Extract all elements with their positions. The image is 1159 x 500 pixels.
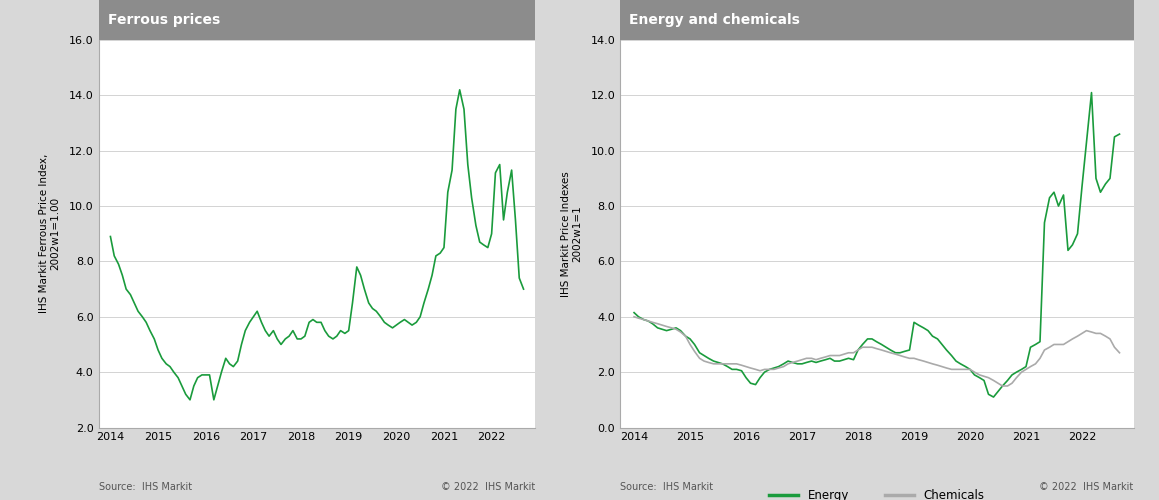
Legend: Energy, Chemicals: Energy, Chemicals bbox=[764, 484, 990, 500]
Text: Ferrous prices: Ferrous prices bbox=[108, 13, 220, 27]
Text: Energy and chemicals: Energy and chemicals bbox=[629, 13, 800, 27]
Energy bbox=[627, 310, 641, 316]
Chemicals bbox=[982, 374, 996, 380]
Chemicals bbox=[977, 374, 991, 380]
Chemicals bbox=[837, 351, 851, 357]
Text: Source:  IHS Markit: Source: IHS Markit bbox=[99, 482, 191, 492]
Energy bbox=[837, 356, 851, 362]
Text: © 2022  IHS Markit: © 2022 IHS Markit bbox=[442, 482, 535, 492]
Energy bbox=[693, 350, 707, 356]
Line: Energy: Energy bbox=[634, 92, 1120, 397]
Chemicals bbox=[627, 314, 641, 320]
Line: Chemicals: Chemicals bbox=[634, 317, 1120, 386]
Energy bbox=[986, 394, 1000, 400]
Text: Source:  IHS Markit: Source: IHS Markit bbox=[620, 482, 713, 492]
Energy bbox=[977, 378, 991, 384]
Energy bbox=[1085, 90, 1099, 96]
Energy bbox=[632, 314, 646, 320]
Chemicals bbox=[1108, 344, 1122, 350]
Chemicals bbox=[996, 383, 1009, 389]
Energy bbox=[982, 392, 996, 398]
Text: © 2022  IHS Markit: © 2022 IHS Markit bbox=[1040, 482, 1134, 492]
Energy bbox=[1113, 131, 1127, 137]
Y-axis label: IHS Markit Ferrous Price Index,
2002w1=1.00: IHS Markit Ferrous Price Index, 2002w1=1… bbox=[39, 154, 60, 314]
Chemicals bbox=[1113, 350, 1127, 356]
Chemicals bbox=[693, 356, 707, 362]
Chemicals bbox=[632, 315, 646, 321]
Y-axis label: IHS Markit Price Indexes
2002w1=1: IHS Markit Price Indexes 2002w1=1 bbox=[561, 171, 582, 296]
Energy bbox=[814, 358, 828, 364]
